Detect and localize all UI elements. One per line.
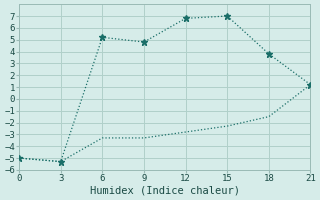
X-axis label: Humidex (Indice chaleur): Humidex (Indice chaleur) (90, 186, 240, 196)
